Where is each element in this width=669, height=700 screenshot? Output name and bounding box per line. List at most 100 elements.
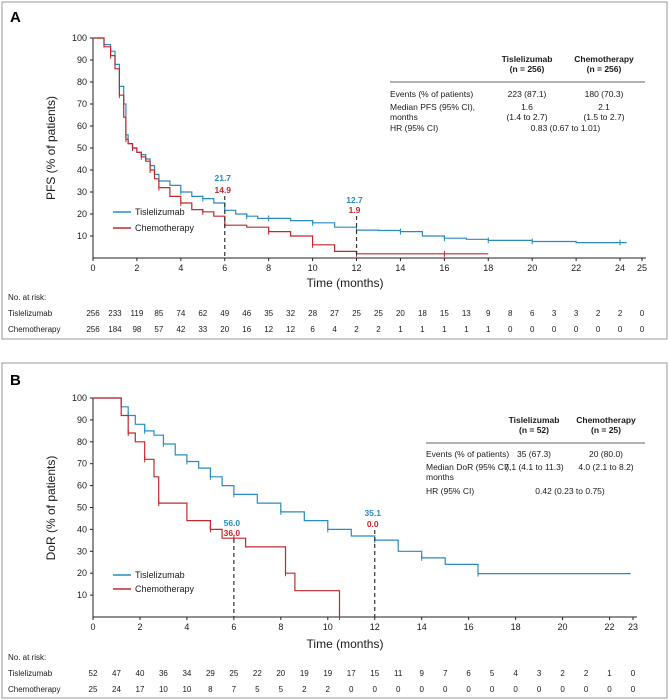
- panel-b-at-risk-value: 0: [466, 685, 471, 694]
- panel-b-y-tick-label: 40: [77, 524, 87, 534]
- panel-a-at-risk-value: 85: [154, 309, 163, 318]
- panel-a-at-risk-value: 0: [508, 325, 513, 334]
- panel-b-x-tick-label: 10: [323, 622, 333, 632]
- panel-a-at-risk-value: 49: [220, 309, 229, 318]
- panel-b-at-risk-value: 0: [490, 685, 495, 694]
- panel-a-y-tick-label: 10: [77, 231, 87, 241]
- panel-a-at-risk-value: 28: [308, 309, 317, 318]
- panel-a-y-tick-label: 60: [77, 121, 87, 131]
- panel-a-table-tislelizumab-value: 1.6: [521, 102, 533, 112]
- panel-b-at-risk-value: 24: [112, 685, 121, 694]
- panel-b-at-risk-value: 7: [232, 685, 237, 694]
- panel-b-table-row-label: HR (95% CI): [426, 486, 474, 496]
- panel-a-at-risk-value: 3: [552, 309, 557, 318]
- panel-a-at-risk-value: 16: [242, 325, 251, 334]
- panel-a-at-risk-value: 13: [462, 309, 471, 318]
- panel-a-x-tick-label: 12: [352, 263, 362, 273]
- panel-a-at-risk-value: 98: [132, 325, 141, 334]
- panel-b-at-risk-value: 0: [560, 685, 565, 694]
- panel-b-at-risk-value: 52: [89, 669, 98, 678]
- panel-b-y-tick-label: 30: [77, 546, 87, 556]
- panel-a-y-tick-label: 40: [77, 165, 87, 175]
- panel-a-at-risk-value: 33: [198, 325, 207, 334]
- panel-b-y-tick-label: 70: [77, 459, 87, 469]
- panel-b-at-risk-value: 19: [300, 669, 309, 678]
- panel-a-x-tick-label: 10: [308, 263, 318, 273]
- panel-b-x-tick-label: 8: [278, 622, 283, 632]
- panel-b-table-tislelizumab-value: 7.1 (4.1 to 11.3): [504, 462, 564, 472]
- panel-a-at-risk-value: 2: [596, 309, 601, 318]
- panel-a-at-risk-value: 2: [376, 325, 381, 334]
- panel-a-table-tislelizumab-value: 223 (87.1): [508, 89, 547, 99]
- panel-a-at-risk-value: 62: [198, 309, 207, 318]
- panel-a-at-risk-value: 233: [108, 309, 122, 318]
- panel-a-legend-label: Tislelizumab: [135, 207, 185, 217]
- panel-a-table-col-header: (n = 256): [510, 64, 545, 74]
- panel-b-at-risk-value: 11: [394, 669, 403, 678]
- panel-b-at-risk-value: 36: [159, 669, 168, 678]
- panel-b-x-tick-label: 22: [605, 622, 615, 632]
- panel-b-chart: 0 2 4 6 8 10 12 14 16 18 20 22 231020304050607080901…: [8, 393, 645, 694]
- panel-b-table-tislelizumab-value: 35 (67.3): [517, 449, 551, 459]
- panel-b-y-tick-label: 60: [77, 481, 87, 491]
- panel-b-at-risk-value: 0: [419, 685, 424, 694]
- panel-a-landmark-chemotherapy: 14.9: [214, 185, 231, 195]
- panel-a-at-risk-value: 9: [486, 309, 491, 318]
- panel-a-at-risk-value: 0: [574, 325, 579, 334]
- panel-b-at-risk-value: 2: [326, 685, 331, 694]
- panel-b-at-risk-value: 2: [302, 685, 307, 694]
- panel-b-at-risk-value: 20: [276, 669, 285, 678]
- panel-b-y-tick-label: 90: [77, 415, 87, 425]
- panel-b-x-tick-label: 0: [90, 622, 95, 632]
- panel-a-at-risk-value: 2: [354, 325, 359, 334]
- panel-b-x-axis-label: Time (months): [307, 637, 384, 651]
- panel-a-at-risk-value: 42: [176, 325, 185, 334]
- panel-b-y-tick-label: 20: [77, 568, 87, 578]
- panel-b-y-tick-label: 50: [77, 503, 87, 513]
- panel-a-table-row-label: months: [390, 112, 418, 122]
- panel-b-legend-label: Chemotherapy: [135, 584, 195, 594]
- panel-a-table-col-header: Tislelizumab: [502, 54, 553, 64]
- panel-b-at-risk-value: 0: [349, 685, 354, 694]
- panel-a-at-risk-value: 1: [398, 325, 403, 334]
- panel-a-at-risk-value: 25: [352, 309, 361, 318]
- panel-a-table-chemotherapy-value: (1.5 to 2.7): [583, 112, 624, 122]
- panel-b-at-risk-value: 5: [279, 685, 284, 694]
- panel-a-landmark-tislelizumab: 12.7: [346, 195, 363, 205]
- panel-b-at-risk-value: 0: [373, 685, 378, 694]
- panel-b-at-risk-row-label: Tislelizumab: [8, 669, 53, 678]
- panel-a-x-tick-label: 16: [439, 263, 449, 273]
- panel-a-at-risk-value: 20: [396, 309, 405, 318]
- panel-b-x-tick-label: 2: [137, 622, 142, 632]
- panel-a-x-tick-label: 2: [134, 263, 139, 273]
- panel-b-y-tick-label: 100: [72, 393, 87, 403]
- panel-b-x-tick-label: 6: [231, 622, 236, 632]
- panel-a-landmark-tislelizumab: 21.7: [214, 173, 231, 183]
- panel-b-x-tick-label: 16: [464, 622, 474, 632]
- panel-b-legend-label: Tislelizumab: [135, 570, 185, 580]
- panel-a-x-tick-label: 24: [615, 263, 625, 273]
- panel-b-x-tick-label: 23: [628, 622, 638, 632]
- panel-a-at-risk-value: 12: [264, 325, 273, 334]
- panel-b-landmark-chemotherapy: 36.0: [224, 528, 241, 538]
- panel-b-at-risk-value: 19: [323, 669, 332, 678]
- panel-a-table-chemotherapy-value: 2.1: [598, 102, 610, 112]
- panel-b-landmark-chemotherapy: 0.0: [367, 519, 379, 529]
- panel-b-landmark-tislelizumab: 35.1: [364, 508, 381, 518]
- panel-b-landmark-tislelizumab: 56.0: [224, 518, 241, 528]
- panel-a-at-risk-value: 1: [442, 325, 447, 334]
- panel-a-x-tick-label: 4: [178, 263, 183, 273]
- panel-a-at-risk-value: 0: [640, 325, 645, 334]
- panel-a-at-risk-value: 35: [264, 309, 273, 318]
- panel-a-table-col-header: (n = 256): [587, 64, 622, 74]
- panel-a-at-risk-value: 20: [220, 325, 229, 334]
- panel-a-x-tick-label: 18: [483, 263, 493, 273]
- panel-a-table-row-label: HR (95% CI): [390, 123, 438, 133]
- panel-b-at-risk-value: 0: [631, 669, 636, 678]
- panel-a-y-tick-label: 20: [77, 209, 87, 219]
- panel-b-at-risk-value: 7: [443, 669, 448, 678]
- panel-b-at-risk-value: 0: [537, 685, 542, 694]
- panel-a-at-risk-value: 0: [552, 325, 557, 334]
- panel-a-frame: [1, 1, 668, 340]
- panel-b-at-risk-value: 3: [537, 669, 542, 678]
